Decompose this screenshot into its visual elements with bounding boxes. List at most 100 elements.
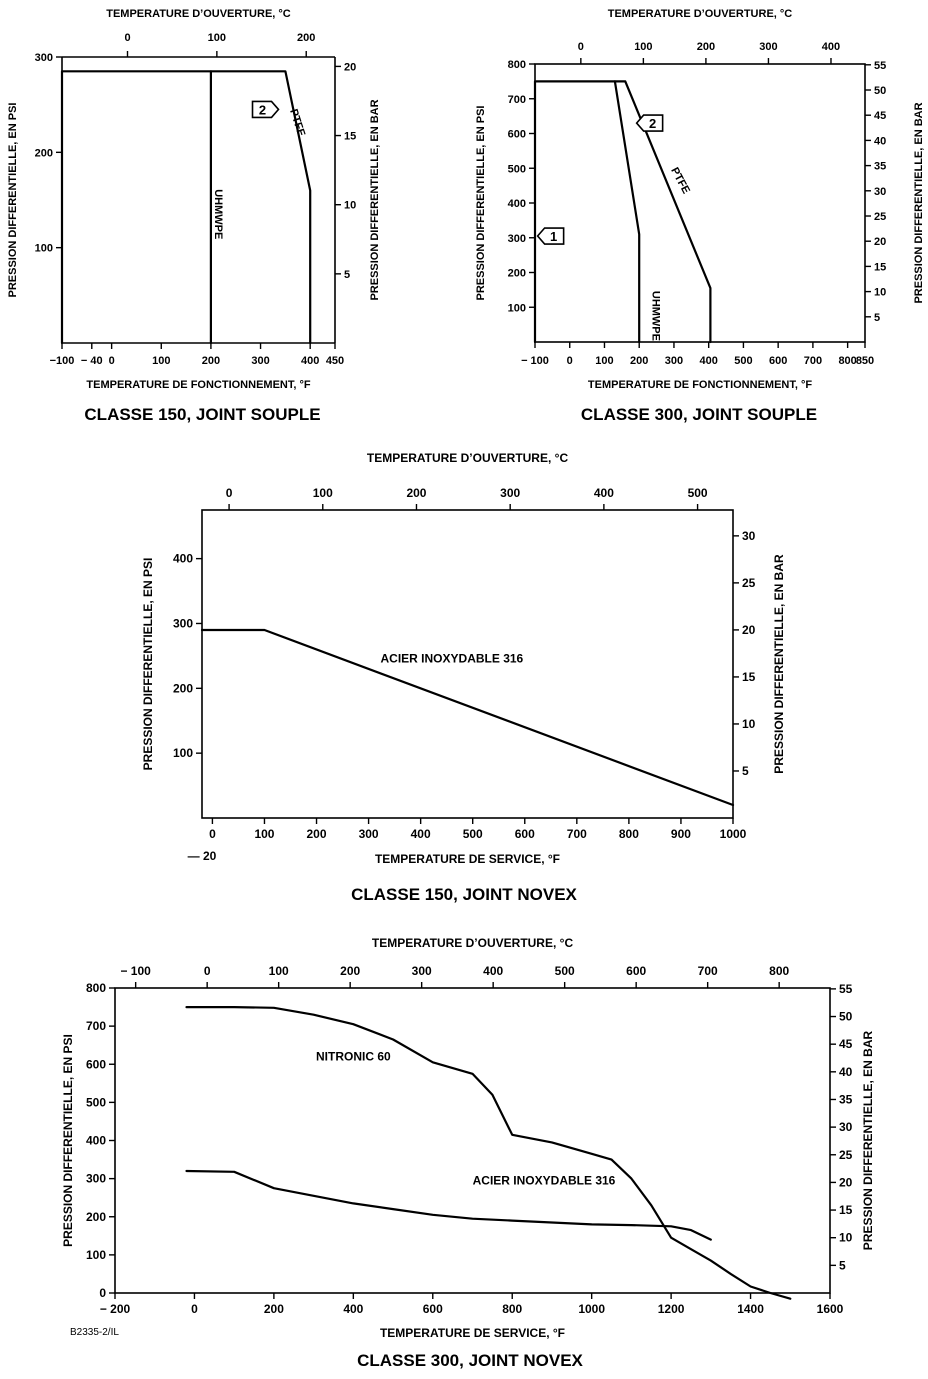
series-label: ACIER INOXYDABLE 316 xyxy=(473,1173,616,1187)
y-tick-label: 500 xyxy=(86,1095,106,1109)
chart-caption-classe150-souple: CLASSE 150, JOINT SOUPLE xyxy=(84,405,321,424)
x-tick-label-extra: — 20 xyxy=(188,849,217,863)
y-tick-label: 200 xyxy=(508,268,526,280)
y2-tick-label: 30 xyxy=(742,529,756,543)
y-tick-label: 700 xyxy=(86,1019,106,1033)
x-tick-label: 200 xyxy=(202,355,220,367)
x-tick-label: 500 xyxy=(734,355,752,367)
x-tick-label: 850 xyxy=(856,355,874,367)
y2-tick-label: 50 xyxy=(839,1010,853,1024)
x2-tick-label: 300 xyxy=(500,486,520,500)
x2-tick-label: 200 xyxy=(340,964,360,978)
y-tick-label: 100 xyxy=(508,302,526,314)
x-tick-label: 0 xyxy=(191,1302,198,1316)
y2-tick-label: 55 xyxy=(874,60,886,72)
y2-axis-title: PRESSION DIFFERENTIELLE, EN BAR xyxy=(913,102,925,303)
x2-axis-title: TEMPERATURE D’OUVERTURE, °C xyxy=(106,8,291,20)
x-tick-label: 0 xyxy=(209,827,216,841)
x2-tick-label: 0 xyxy=(226,486,233,500)
x2-tick-label: 100 xyxy=(208,32,226,44)
chart-svg-classe300-novex: − 200 0 200 400 600 800 1000 1200 1400 1600− 100 0… xyxy=(61,936,875,1340)
series-label: NITRONIC 60 xyxy=(316,1049,391,1063)
x2-tick-label: 500 xyxy=(688,486,708,500)
y2-tick-label: 20 xyxy=(874,236,886,248)
y-tick-label: 400 xyxy=(508,198,526,210)
x-tick-label: 100 xyxy=(595,355,613,367)
series-line-nitronic-60 xyxy=(185,1005,792,1300)
x-axis-title: TEMPERATURE DE FONCTIONNEMENT, °F xyxy=(86,379,310,391)
x-tick-label: 600 xyxy=(769,355,787,367)
x-tick-label: 200 xyxy=(264,1302,284,1316)
y-tick-label: 0 xyxy=(99,1286,106,1300)
x2-tick-label: 700 xyxy=(698,964,718,978)
x-tick-label: − 200 xyxy=(100,1302,131,1316)
x-tick-label: 1000 xyxy=(720,827,747,841)
y-tick-label: 800 xyxy=(86,981,106,995)
y2-tick-label: 10 xyxy=(742,717,756,731)
x-tick-label: 200 xyxy=(630,355,648,367)
y2-tick-label: 45 xyxy=(839,1037,853,1051)
chart-classe150-joint-souple: −100 − 40 0 100 200 300 400 450 0 100 200 100 200 300… xyxy=(0,0,470,400)
x-tick-label: 700 xyxy=(567,827,587,841)
x-tick-label: 200 xyxy=(307,827,327,841)
chart-svg-classe150-souple: −100 − 40 0 100 200 300 400 450 0 100 200 100 200 300… xyxy=(7,8,381,391)
y2-tick-label: 15 xyxy=(742,670,756,684)
series-line-uhmwpe xyxy=(533,80,641,344)
chart-classe300-joint-novex: − 200 0 200 400 600 800 1000 1200 1400 1600− 100 0… xyxy=(0,925,928,1350)
y-tick-label: 400 xyxy=(86,1134,106,1148)
x-tick-label: 1600 xyxy=(817,1302,844,1316)
y2-tick-label: 20 xyxy=(839,1175,853,1189)
y-tick-label: 300 xyxy=(86,1172,106,1186)
x2-tick-label: 0 xyxy=(578,41,584,53)
y-tick-label: 100 xyxy=(173,746,193,760)
y2-tick-label: 40 xyxy=(874,135,886,147)
y2-tick-label: 20 xyxy=(344,61,356,73)
y-tick-label: 100 xyxy=(86,1248,106,1262)
x-tick-label: 1400 xyxy=(737,1302,764,1316)
x2-tick-label: 600 xyxy=(626,964,646,978)
y2-tick-label: 15 xyxy=(344,131,356,143)
y-tick-label: 200 xyxy=(35,147,53,159)
chart-caption-classe150-novex: CLASSE 150, JOINT NOVEX xyxy=(351,885,577,904)
callout-number: 2 xyxy=(259,102,266,117)
y-axis-title: PRESSION DIFFERENTIELLE, EN PSI xyxy=(61,1034,75,1247)
y-tick-label: 600 xyxy=(86,1057,106,1071)
series-label: ACIER INOXYDABLE 316 xyxy=(381,651,524,665)
y2-tick-label: 50 xyxy=(874,85,886,97)
y2-tick-label: 5 xyxy=(344,269,350,281)
x-tick-label: 400 xyxy=(301,355,319,367)
x-tick-label: −100 xyxy=(50,355,75,367)
y-tick-label: 800 xyxy=(508,59,526,71)
y2-tick-label: 20 xyxy=(742,623,756,637)
x-tick-label: 400 xyxy=(343,1302,363,1316)
x-tick-label: 900 xyxy=(671,827,691,841)
x2-tick-label: 300 xyxy=(759,41,777,53)
x-tick-label: 500 xyxy=(463,827,483,841)
figure-code: B2335-2/IL xyxy=(70,1327,119,1338)
y-axis-title: PRESSION DIFFERENTIELLE, EN PSI xyxy=(475,106,487,301)
y-tick-label: 300 xyxy=(173,616,193,630)
series-line-ptfe xyxy=(613,80,712,344)
y-tick-label: 300 xyxy=(508,233,526,245)
x2-tick-label: 100 xyxy=(269,964,289,978)
chart-caption-classe300-novex: CLASSE 300, JOINT NOVEX xyxy=(357,1351,583,1370)
series-label: UHMWPE xyxy=(649,291,661,341)
y2-tick-label: 45 xyxy=(874,110,886,122)
x-tick-label: 800 xyxy=(502,1302,522,1316)
x2-axis-title: TEMPERATURE D’OUVERTURE, °C xyxy=(608,8,793,20)
x2-tick-label: 300 xyxy=(412,964,432,978)
y-tick-label: 700 xyxy=(508,94,526,106)
x-tick-label: 400 xyxy=(700,355,718,367)
x2-axis-title: TEMPERATURE D’OUVERTURE, °C xyxy=(367,451,569,465)
y2-tick-label: 25 xyxy=(874,211,886,223)
callout-marker xyxy=(536,227,565,245)
y2-tick-label: 10 xyxy=(874,287,886,299)
y2-tick-label: 5 xyxy=(874,312,880,324)
y2-tick-label: 35 xyxy=(874,161,886,173)
x2-tick-label: − 100 xyxy=(120,964,151,978)
series-label: PTFE xyxy=(287,108,307,138)
callout-number: 1 xyxy=(550,229,557,244)
series-line-uhmwpe xyxy=(60,70,212,345)
x-tick-label: − 40 xyxy=(81,355,103,367)
y-axis-title: PRESSION DIFFERENTIELLE, EN PSI xyxy=(141,558,155,771)
